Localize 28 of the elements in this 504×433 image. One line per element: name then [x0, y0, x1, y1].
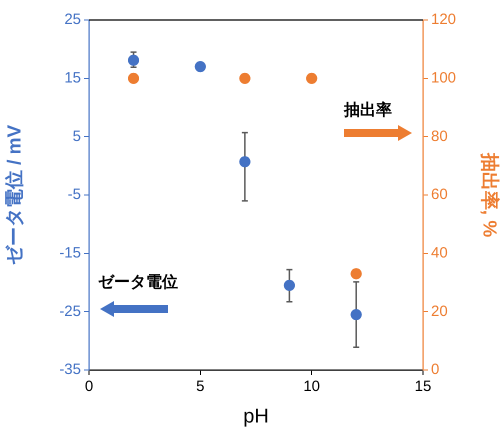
y2-tick-label: 0: [431, 361, 440, 378]
point: [194, 61, 206, 72]
point: [128, 54, 140, 66]
x-tick-label: 10: [303, 378, 320, 396]
point: [284, 280, 295, 291]
x-tick-label: 0: [84, 378, 94, 396]
y-tick-label: 15: [64, 69, 81, 86]
point: [350, 309, 362, 320]
y2-tick-label: 80: [431, 128, 448, 145]
point: [239, 156, 250, 168]
x-tick-label: 15: [414, 378, 432, 396]
y2-axis-title: 抽出率, %: [478, 152, 500, 238]
y-tick-label: 5: [72, 128, 81, 145]
y-tick-label: -35: [59, 361, 81, 378]
y2-tick-label: 40: [431, 244, 448, 262]
y-tick-label: -5: [68, 186, 81, 204]
y-tick-label: -15: [59, 244, 81, 262]
y2-tick-label: 20: [431, 302, 448, 320]
y2-tick-label: 60: [431, 186, 448, 204]
y2-tick-label: 120: [431, 11, 456, 28]
x-axis-title: pH: [243, 406, 269, 428]
y-axis-title: ゼータ電位 / mV: [4, 124, 26, 266]
annotation: ゼータ電位: [98, 272, 178, 293]
x-tick-label: 5: [196, 378, 205, 396]
y2-tick-label: 100: [431, 69, 456, 86]
annotation: 抽出率: [344, 100, 392, 121]
y-tick-label: 25: [64, 11, 81, 28]
y-tick-label: -25: [59, 302, 81, 320]
